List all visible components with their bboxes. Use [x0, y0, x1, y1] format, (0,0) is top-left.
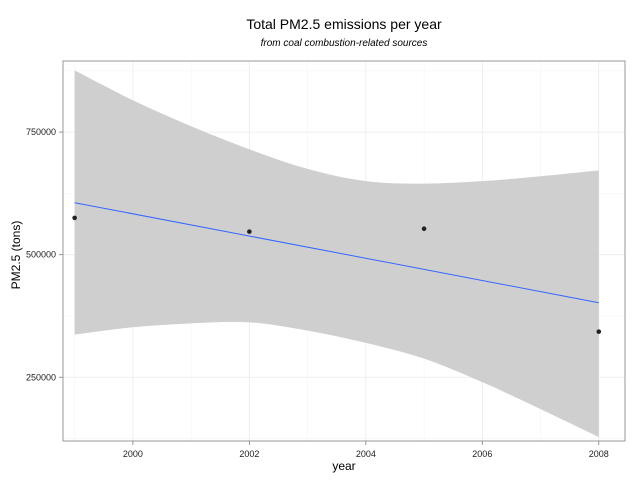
data-points — [72, 215, 602, 334]
confidence-band — [74, 70, 599, 438]
x-tick-label: 2008 — [589, 449, 609, 459]
chart-title: Total PM2.5 emissions per year — [246, 16, 442, 32]
x-tick-label: 2000 — [123, 449, 143, 459]
y-axis: 250000 500000 750000 — [26, 127, 63, 382]
data-point — [596, 329, 602, 334]
plot-panel — [62, 60, 626, 442]
x-tick-label: 2004 — [356, 449, 376, 459]
panel-border — [62, 60, 626, 442]
chart-subtitle: from coal combustion-related sources — [261, 38, 428, 49]
y-tick-label: 250000 — [26, 372, 56, 382]
x-tick-label: 2006 — [472, 449, 492, 459]
data-point — [72, 215, 77, 221]
y-tick-label: 500000 — [26, 250, 56, 260]
trend-line — [74, 202, 599, 304]
y-tick-label: 750000 — [26, 127, 56, 137]
data-point — [421, 226, 427, 231]
y-axis-label: PM2.5 (tons) — [9, 221, 23, 290]
x-tick-label: 2002 — [239, 449, 259, 459]
x-axis: 2000 2002 2004 2006 2008 — [123, 441, 609, 459]
x-axis-label: year — [332, 459, 355, 473]
data-point — [247, 229, 252, 234]
